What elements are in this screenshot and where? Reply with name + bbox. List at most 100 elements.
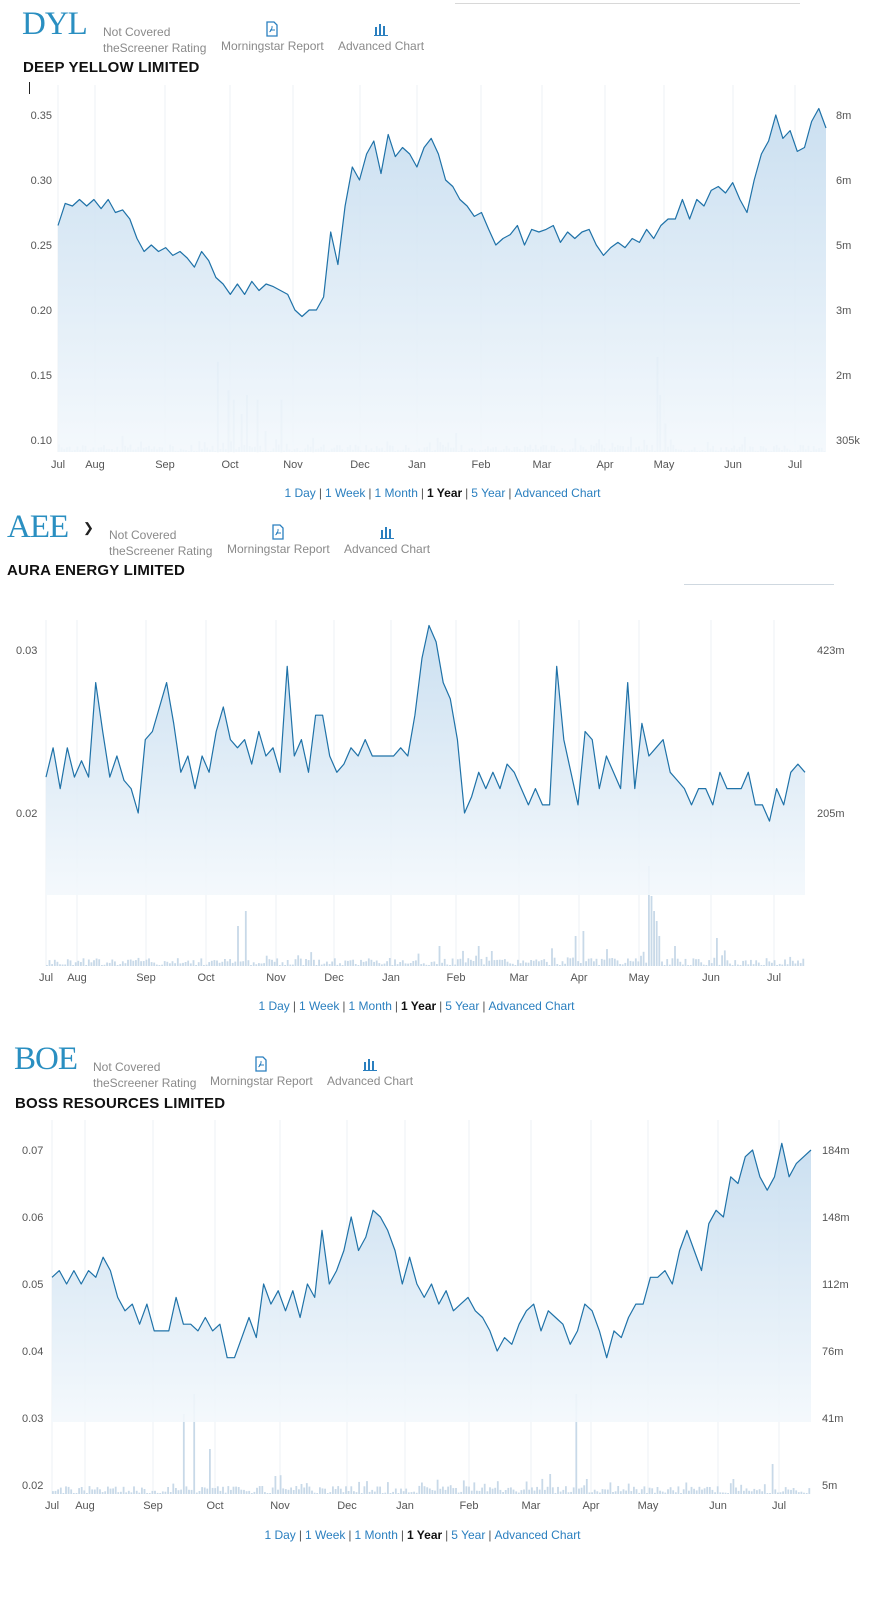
range-1-year[interactable]: 1 Year bbox=[407, 1528, 443, 1542]
volume-bar bbox=[530, 960, 532, 966]
volume-bar bbox=[417, 953, 420, 966]
volume-bar bbox=[470, 959, 472, 966]
volume-bar bbox=[569, 958, 572, 966]
range-advanced-chart[interactable]: Advanced Chart bbox=[494, 1528, 581, 1542]
range-1-month[interactable]: 1 Month bbox=[374, 486, 418, 500]
range-advanced-chart[interactable]: Advanced Chart bbox=[514, 486, 601, 500]
volume-bar bbox=[633, 1486, 635, 1494]
volume-bar bbox=[609, 1482, 612, 1494]
range-1-day[interactable]: 1 Day bbox=[258, 999, 290, 1013]
morningstar-report-link[interactable]: Morningstar Report bbox=[210, 1056, 313, 1088]
range-5-year[interactable]: 5 Year bbox=[471, 486, 506, 500]
volume-bar bbox=[549, 1474, 552, 1494]
volume-bar bbox=[784, 1487, 787, 1494]
range-1-month[interactable]: 1 Month bbox=[354, 1528, 398, 1542]
volume-bar bbox=[797, 960, 799, 966]
volume-bar bbox=[195, 965, 197, 966]
range-1-day[interactable]: 1 Day bbox=[264, 1528, 296, 1542]
volume-bar bbox=[294, 959, 297, 966]
volume-bar bbox=[167, 1487, 169, 1494]
volume-bar bbox=[209, 1449, 211, 1494]
volume-bar bbox=[737, 964, 739, 966]
volume-bar bbox=[536, 1486, 538, 1494]
volume-bar bbox=[650, 896, 653, 966]
ticker-symbol[interactable]: BOE bbox=[14, 1041, 78, 1077]
advanced-chart-link[interactable]: Advanced Chart bbox=[344, 524, 430, 556]
volume-tick-label: 112m bbox=[822, 1279, 849, 1291]
volume-bar bbox=[778, 963, 781, 966]
volume-bar bbox=[705, 965, 708, 966]
ticker-symbol[interactable]: DYL bbox=[22, 6, 88, 42]
volume-bar bbox=[77, 960, 80, 966]
range-1-month[interactable]: 1 Month bbox=[348, 999, 392, 1013]
volume-bar bbox=[661, 1491, 664, 1494]
morningstar-report-link[interactable]: Morningstar Report bbox=[221, 21, 324, 53]
ticker-symbol[interactable]: AEE bbox=[7, 509, 69, 545]
price-chart[interactable]: 0.07 0.06 0.05 0.04 0.03 0.02 184m 148m 112m 76m 4… bbox=[0, 0, 885, 1520]
volume-bar bbox=[46, 965, 48, 966]
volume-bar bbox=[520, 1490, 523, 1494]
range-1-year[interactable]: 1 Year bbox=[427, 486, 463, 500]
volume-bar bbox=[112, 1488, 114, 1494]
range-5-year[interactable]: 5 Year bbox=[451, 1528, 486, 1542]
y-tick-label: 0.35 bbox=[31, 110, 52, 122]
volume-bar bbox=[188, 1489, 190, 1494]
volume-bar bbox=[316, 1493, 319, 1494]
month-label: Aug bbox=[75, 1500, 95, 1512]
y-tick-label: 0.02 bbox=[22, 1480, 43, 1492]
volume-bar bbox=[420, 964, 423, 966]
price-chart[interactable]: 0.03 0.02 423m 205m Jul Aug Sep Oct Nov Dec Jan Feb… bbox=[0, 0, 885, 1000]
range-5-year[interactable]: 5 Year bbox=[445, 999, 480, 1013]
volume-bar bbox=[606, 949, 608, 966]
volume-bar bbox=[284, 965, 286, 966]
volume-bar bbox=[557, 1486, 559, 1494]
volume-bar bbox=[533, 1490, 536, 1494]
range-advanced-chart[interactable]: Advanced Chart bbox=[488, 999, 575, 1013]
range-1-week[interactable]: 1 Week bbox=[324, 486, 366, 500]
volume-bar bbox=[189, 963, 192, 966]
volume-bar bbox=[278, 965, 281, 966]
morningstar-report-link[interactable]: Morningstar Report bbox=[227, 524, 330, 556]
y-tick-label: 0.20 bbox=[31, 305, 52, 317]
month-label: Jan bbox=[396, 1500, 414, 1512]
range-1-week[interactable]: 1 Week bbox=[298, 999, 340, 1013]
volume-bar bbox=[341, 965, 344, 966]
volume-bar bbox=[726, 960, 729, 966]
y-tick-label: 0.07 bbox=[22, 1145, 43, 1157]
volume-bar bbox=[462, 1480, 465, 1494]
volume-bar bbox=[464, 962, 467, 966]
volume-bar bbox=[117, 1492, 120, 1494]
volume-bar bbox=[436, 964, 438, 966]
advanced-chart-link[interactable]: Advanced Chart bbox=[327, 1056, 413, 1088]
advanced-chart-link[interactable]: Advanced Chart bbox=[338, 21, 424, 53]
volume-tick-label: 2m bbox=[836, 370, 851, 382]
range-1-year[interactable]: 1 Year bbox=[401, 999, 437, 1013]
volume-bar bbox=[239, 961, 242, 966]
volume-bar bbox=[104, 1491, 107, 1494]
volume-bar bbox=[410, 1492, 413, 1494]
volume-bar bbox=[580, 1487, 583, 1494]
volume-bar bbox=[324, 1488, 326, 1494]
volume-bar bbox=[698, 1486, 701, 1494]
volume-bar bbox=[574, 936, 577, 966]
volume-bar bbox=[260, 963, 263, 966]
range-1-week[interactable]: 1 Week bbox=[304, 1528, 346, 1542]
volume-bar bbox=[366, 1481, 368, 1494]
volume-bar bbox=[422, 963, 425, 966]
volume-bar bbox=[679, 961, 682, 966]
volume-bar bbox=[708, 1487, 711, 1494]
volume-bar bbox=[109, 1488, 112, 1494]
chevron-down-icon[interactable]: ❯ bbox=[83, 520, 94, 535]
top-divider bbox=[455, 3, 800, 4]
volume-bar bbox=[298, 1489, 300, 1494]
volume-bar bbox=[107, 1486, 109, 1494]
volume-bar bbox=[593, 961, 595, 966]
volume-bar bbox=[347, 960, 349, 966]
range-1-day[interactable]: 1 Day bbox=[284, 486, 316, 500]
price-chart[interactable]: 0.35 0.30 0.25 0.20 0.15 0.10 8m 6m 5m 3m 2m 305k Ju… bbox=[0, 0, 885, 480]
month-label: Jul bbox=[51, 459, 65, 471]
volume-bar bbox=[483, 964, 485, 966]
volume-bar bbox=[328, 964, 331, 966]
volume-bar bbox=[405, 1488, 408, 1494]
volume-bar bbox=[333, 958, 336, 966]
